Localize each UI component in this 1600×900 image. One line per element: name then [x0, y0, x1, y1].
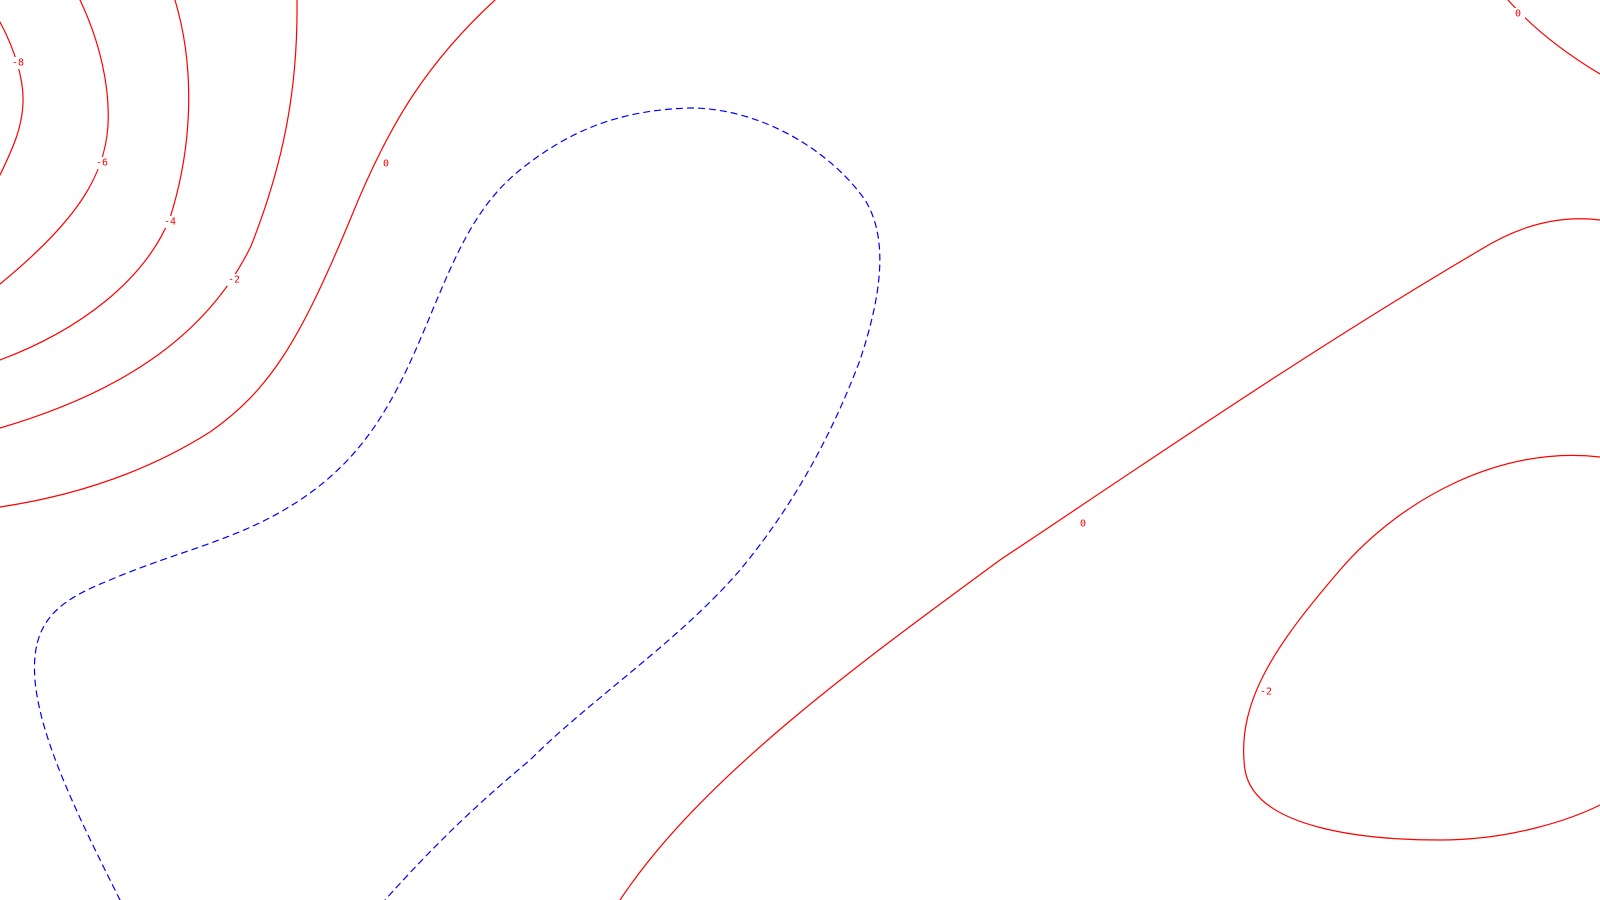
contour-line-level-m8: [0, 21, 24, 176]
contour-label-background: [227, 274, 241, 286]
contour-label-label-m2-right: -2: [1260, 687, 1272, 698]
contour-line-level-0-center: [619, 218, 1600, 900]
contour-line-level-m2-right: [1243, 454, 1600, 841]
contour-line-level-m4: [0, 0, 190, 361]
contour-line-dashed: [33, 107, 881, 900]
contour-label-label-m8: -8: [12, 58, 24, 69]
contour-label-background: [163, 216, 177, 228]
contour-line-level-m2-left: [0, 0, 298, 429]
contour-line-level-0-top-right: [1507, 0, 1600, 75]
contour-label-label-0-left: 0: [383, 159, 389, 170]
contour-label-background: [1076, 518, 1090, 530]
contour-line-level-m6: [0, 0, 109, 285]
contour-label-label-m2-left: -2: [228, 275, 240, 286]
contour-label-label-0-center: 0: [1080, 519, 1086, 530]
contour-label-background: [1259, 686, 1273, 698]
contour-label-background: [1511, 8, 1525, 20]
contour-line-level-0-left: [0, 0, 496, 508]
contour-label-label-m6: -6: [96, 158, 108, 169]
contour-label-background: [11, 57, 25, 69]
contour-label-label-m4: -4: [164, 217, 176, 228]
contour-label-background: [95, 157, 109, 169]
contour-label-background: [379, 158, 393, 170]
contour-label-label-0-top-right: 0: [1515, 9, 1521, 20]
